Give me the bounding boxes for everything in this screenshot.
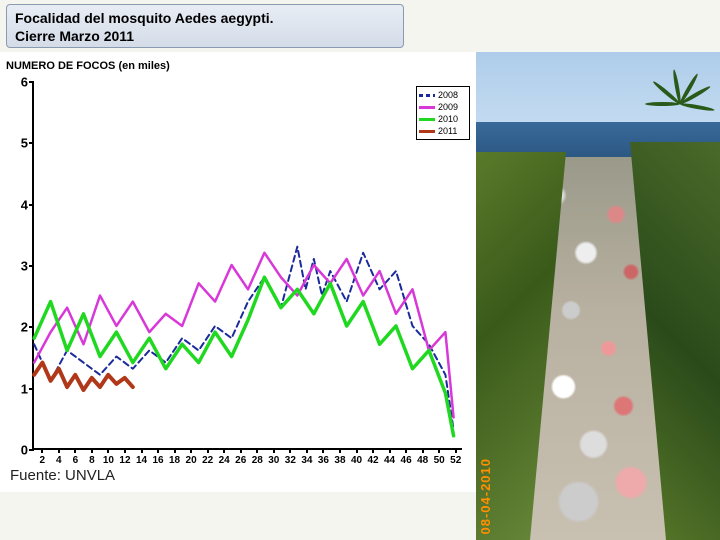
legend-row-2009: 2009 bbox=[419, 101, 467, 113]
y-tick-label: 5 bbox=[10, 136, 28, 151]
legend-swatch bbox=[419, 94, 435, 97]
legend-row-2008: 2008 bbox=[419, 89, 467, 101]
palm-tree-icon bbox=[650, 82, 710, 162]
x-tick-label: 40 bbox=[351, 455, 362, 466]
photo-datestamp: 08-04-2010 bbox=[478, 458, 493, 535]
x-tick-label: 10 bbox=[103, 455, 114, 466]
x-tick-label: 18 bbox=[169, 455, 180, 466]
title-line-2: Cierre Marzo 2011 bbox=[15, 28, 134, 44]
series-line-2011 bbox=[34, 363, 133, 390]
legend-swatch bbox=[419, 106, 435, 109]
x-tick-label: 4 bbox=[56, 455, 62, 466]
y-tick-label: 6 bbox=[10, 75, 28, 90]
x-tick-label: 44 bbox=[384, 455, 395, 466]
x-tick-label: 28 bbox=[252, 455, 263, 466]
legend-swatch bbox=[419, 130, 435, 133]
chart-title-box: Focalidad del mosquito Aedes aegypti. Ci… bbox=[6, 4, 404, 48]
x-tick-label: 42 bbox=[367, 455, 378, 466]
chart-legend: 2008 2009 2010 2011 bbox=[416, 86, 470, 140]
x-tick-label: 48 bbox=[417, 455, 428, 466]
x-tick-label: 36 bbox=[318, 455, 329, 466]
plot-area: 0123456246810121416182022242628303234363… bbox=[32, 82, 462, 450]
x-tick-label: 16 bbox=[152, 455, 163, 466]
x-tick-label: 50 bbox=[434, 455, 445, 466]
series-line-2008 bbox=[34, 247, 453, 430]
legend-label: 2011 bbox=[438, 126, 457, 136]
legend-label: 2009 bbox=[438, 102, 458, 112]
x-tick-label: 46 bbox=[401, 455, 412, 466]
legend-label: 2010 bbox=[438, 114, 458, 124]
x-tick-label: 32 bbox=[285, 455, 296, 466]
x-tick-label: 52 bbox=[450, 455, 461, 466]
x-tick-label: 30 bbox=[268, 455, 279, 466]
chart-lines bbox=[34, 82, 462, 448]
y-tick-label: 2 bbox=[10, 320, 28, 335]
y-tick-label: 0 bbox=[10, 443, 28, 458]
x-tick-label: 24 bbox=[219, 455, 230, 466]
legend-row-2010: 2010 bbox=[419, 113, 467, 125]
x-tick-label: 34 bbox=[301, 455, 312, 466]
chart-source: Fuente: UNVLA bbox=[10, 467, 115, 484]
x-tick-label: 2 bbox=[39, 455, 45, 466]
x-tick-label: 38 bbox=[334, 455, 345, 466]
y-axis-label: NUMERO DE FOCOS (en miles) bbox=[6, 60, 170, 72]
chart-container: NUMERO DE FOCOS (en miles) 0123456246810… bbox=[0, 52, 476, 492]
legend-swatch bbox=[419, 118, 435, 121]
x-tick-label: 26 bbox=[235, 455, 246, 466]
side-photo bbox=[476, 52, 720, 540]
x-tick-label: 8 bbox=[89, 455, 95, 466]
title-line-1: Focalidad del mosquito Aedes aegypti. bbox=[15, 10, 274, 26]
y-tick-label: 4 bbox=[10, 197, 28, 212]
series-line-2009 bbox=[34, 253, 453, 418]
x-tick-label: 12 bbox=[119, 455, 130, 466]
x-tick-label: 20 bbox=[186, 455, 197, 466]
y-tick-label: 1 bbox=[10, 381, 28, 396]
x-tick-label: 14 bbox=[136, 455, 147, 466]
x-tick-label: 6 bbox=[73, 455, 79, 466]
legend-label: 2008 bbox=[438, 90, 458, 100]
x-tick-label: 22 bbox=[202, 455, 213, 466]
legend-row-2011: 2011 bbox=[419, 125, 467, 137]
y-tick-label: 3 bbox=[10, 259, 28, 274]
